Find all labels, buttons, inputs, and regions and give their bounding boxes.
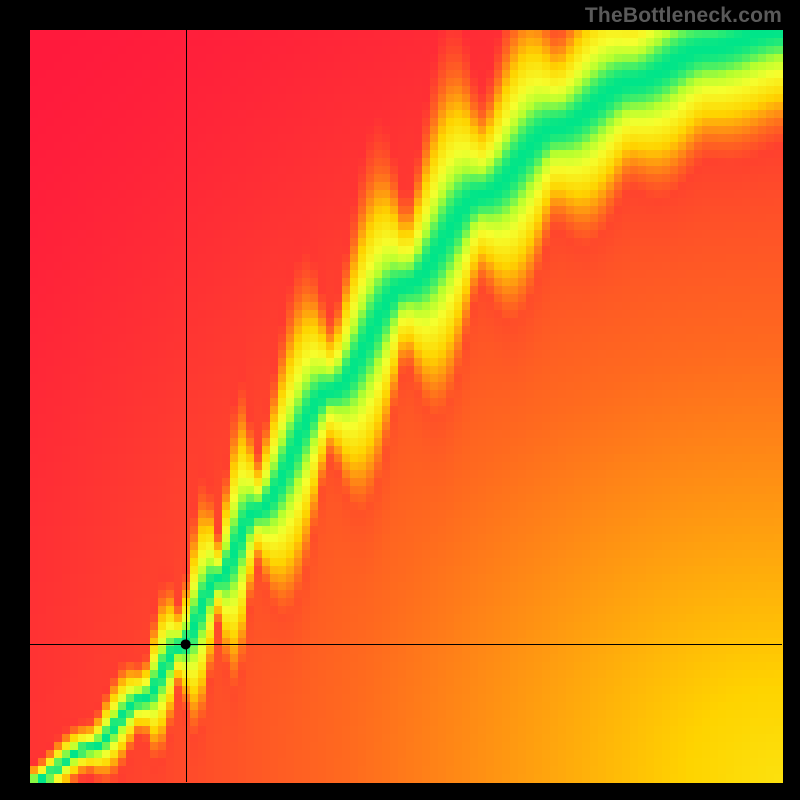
bottleneck-heatmap — [0, 0, 800, 800]
watermark-text: TheBottleneck.com — [585, 4, 782, 28]
